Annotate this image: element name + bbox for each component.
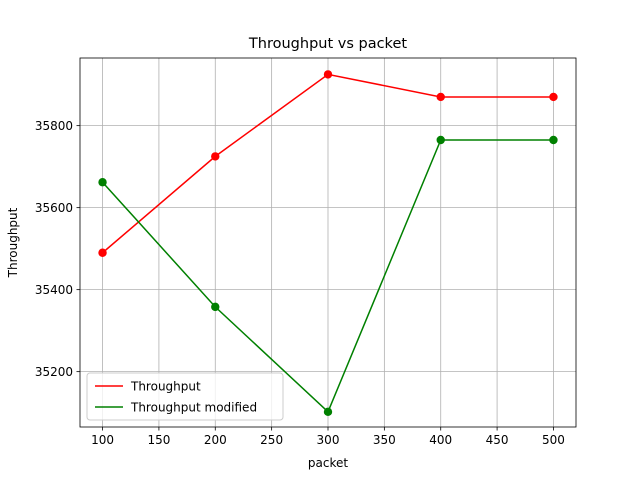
y-axis-label: Throughput	[6, 207, 20, 278]
series-2-point	[549, 135, 558, 145]
legend-label-2: Throughput modified	[130, 401, 257, 415]
y-tick-label: 35800	[35, 119, 73, 133]
axis-ticks: 100 150 200 250 300 350 400 450 500 35200 35400 356…	[35, 119, 565, 447]
series-2-point	[323, 407, 333, 417]
x-tick-label: 100	[91, 433, 114, 447]
plot-frame	[79, 57, 577, 428]
series-2-point	[98, 178, 107, 187]
series-1-point	[436, 92, 445, 102]
grid	[80, 58, 576, 427]
x-tick-label: 200	[204, 433, 227, 447]
x-tick-label: 450	[486, 433, 509, 447]
legend-label-1: Throughput	[130, 380, 201, 394]
x-axis-label: packet	[308, 456, 348, 470]
legend-box	[86, 372, 284, 421]
series-1-point	[323, 70, 333, 79]
series-1-point	[98, 248, 107, 257]
chart-title: Throughput vs packet	[248, 36, 407, 52]
legend: Throughput Throughput modified	[86, 372, 284, 421]
y-tick-label: 35600	[35, 201, 73, 215]
x-tick-label: 400	[429, 433, 452, 447]
series-1-point	[211, 152, 220, 161]
x-tick-label: 300	[317, 433, 340, 447]
y-tick-label: 35400	[35, 283, 73, 297]
series-2-point	[436, 135, 445, 145]
x-tick-label: 500	[542, 433, 565, 447]
x-tick-label: 350	[373, 433, 396, 447]
series-1-point	[549, 92, 558, 102]
x-tick-label: 250	[260, 433, 283, 447]
y-tick-label: 35200	[35, 365, 73, 379]
series-layer	[98, 70, 558, 417]
series-2-point	[211, 302, 220, 312]
x-tick-label: 150	[147, 433, 170, 447]
